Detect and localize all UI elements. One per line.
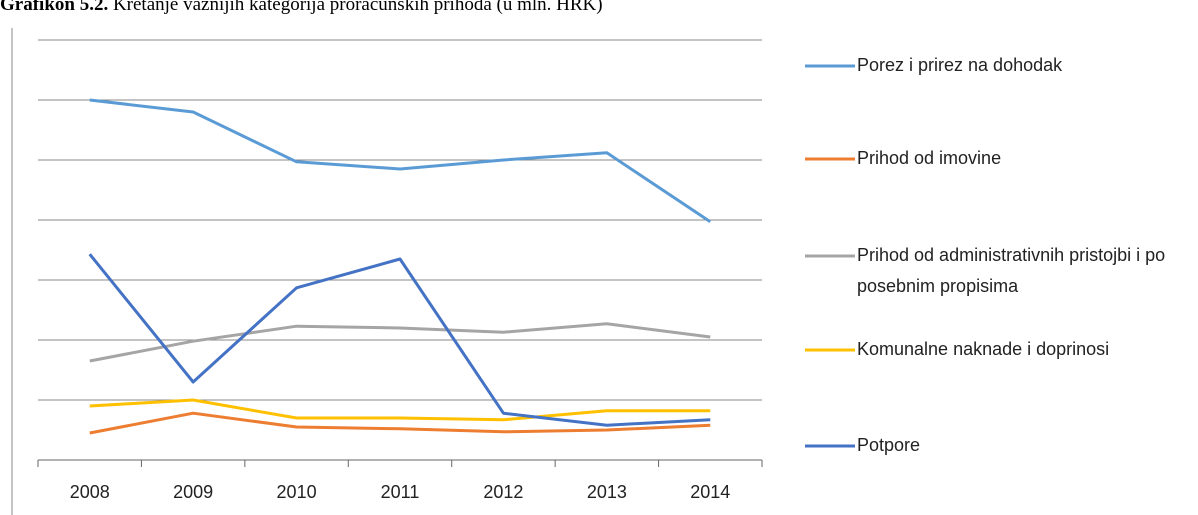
legend-label: Potpore: [857, 435, 921, 455]
x-tick-label: 2008: [70, 482, 110, 502]
x-tick-label: 2009: [173, 482, 213, 502]
legend-label: Porez i prirez na dohodak: [857, 55, 1063, 75]
x-tick-label: 2012: [483, 482, 523, 502]
x-tick-label: 2010: [277, 482, 317, 502]
legend-label: Prihod od administrativnih pristojbi i p…: [857, 245, 1166, 296]
chart-title: Grafikon 5.2. Kretanje važnijih kategori…: [0, 0, 603, 16]
series-line: [89, 322, 711, 363]
x-tick-label: 2014: [690, 482, 730, 502]
series-line: [89, 398, 711, 422]
x-tick-label: 2011: [381, 482, 420, 502]
series-line: [89, 411, 711, 435]
legend-label: Prihod od imovine: [857, 148, 1002, 168]
series-line: [89, 98, 712, 224]
series-line: [88, 253, 711, 427]
legend-label: Komunalne naknade i doprinosi: [857, 339, 1110, 359]
title-label: Grafikon 5.2.: [0, 0, 109, 15]
x-tick-label: 2013: [587, 482, 627, 502]
title-text: Kretanje važnijih kategorija proračunski…: [112, 0, 603, 15]
